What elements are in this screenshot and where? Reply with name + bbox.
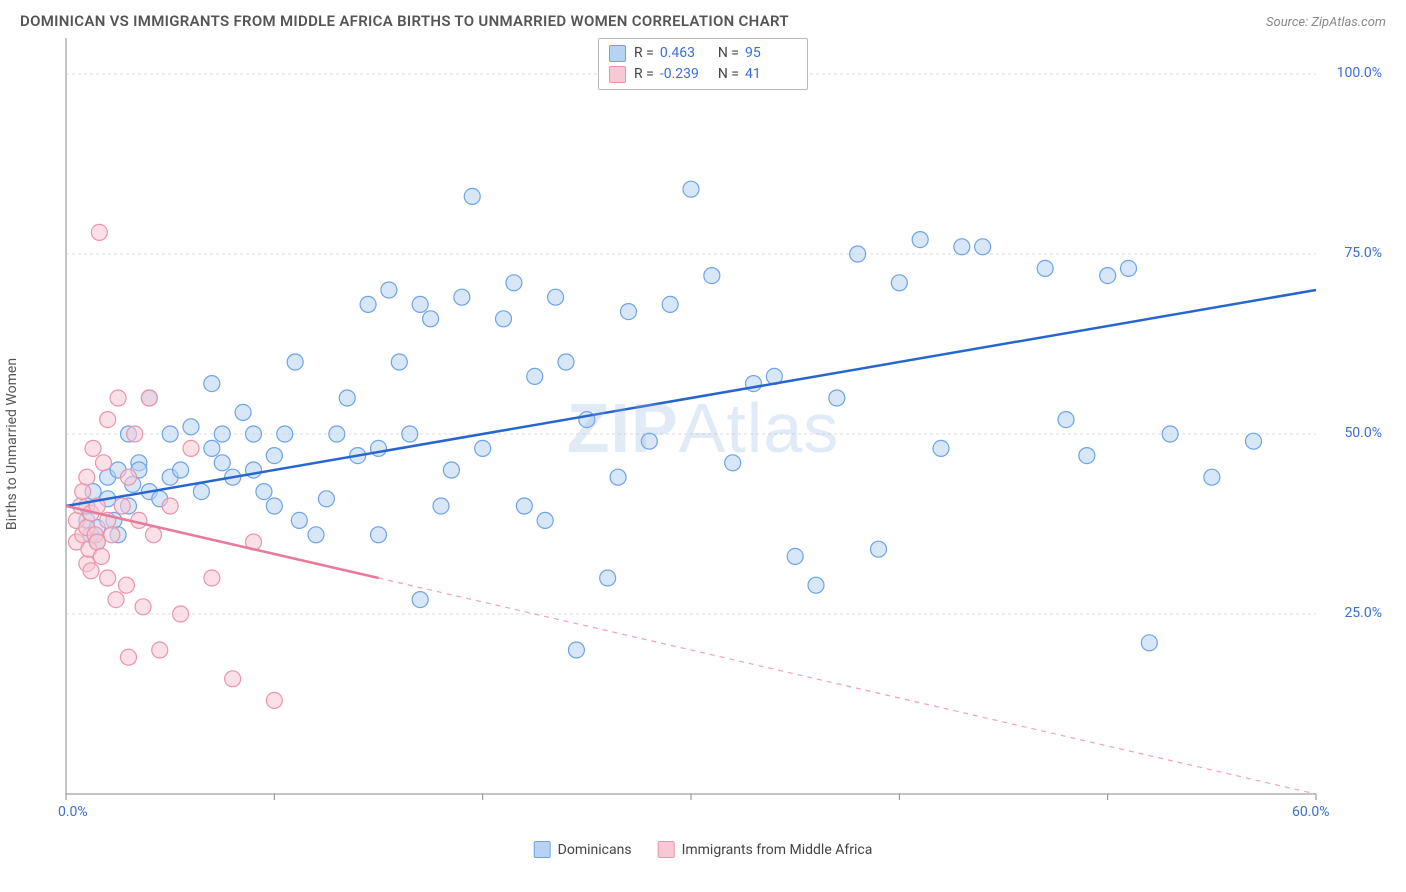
chart-title: DOMINICAN VS IMMIGRANTS FROM MIDDLE AFRI… — [20, 12, 789, 30]
bottom-legend: Dominicans Immigrants from Middle Africa — [534, 841, 873, 858]
stat-value-n1: 95 — [745, 43, 797, 64]
legend-label-series1: Dominicans — [558, 842, 632, 858]
scatter-plot-svg — [46, 34, 1386, 824]
stats-legend: R = 0.463 N = 95 R = -0.239 N = 41 — [598, 38, 808, 90]
y-axis-label: Births to Unmarried Women — [4, 358, 20, 530]
legend-swatch-series2-b — [658, 841, 675, 858]
y-tick-label: 100.0% — [1337, 65, 1382, 81]
source-attribution: Source: ZipAtlas.com — [1266, 15, 1386, 30]
stat-label-n: N = — [718, 43, 739, 64]
legend-swatch-series1-b — [534, 841, 551, 858]
stat-label-r: R = — [634, 64, 654, 85]
stat-value-n2: 41 — [745, 64, 797, 85]
stats-row-series2: R = -0.239 N = 41 — [609, 64, 797, 85]
header-row: DOMINICAN VS IMMIGRANTS FROM MIDDLE AFRI… — [20, 12, 1386, 30]
stat-value-r1: 0.463 — [660, 43, 712, 64]
stat-label-r: R = — [634, 43, 654, 64]
legend-swatch-series2 — [609, 66, 626, 83]
stat-value-r2: -0.239 — [660, 64, 712, 85]
chart-container: Births to Unmarried Women ZIPAtlas R = 0… — [20, 34, 1386, 854]
y-tick-label: 75.0% — [1344, 245, 1382, 261]
legend-swatch-series1 — [609, 45, 626, 62]
legend-item-series1: Dominicans — [534, 841, 632, 858]
y-tick-label: 25.0% — [1344, 605, 1382, 621]
legend-item-series2: Immigrants from Middle Africa — [658, 841, 873, 858]
stats-row-series1: R = 0.463 N = 95 — [609, 43, 797, 64]
x-tick-label: 0.0% — [58, 804, 88, 820]
y-tick-label: 50.0% — [1344, 425, 1382, 441]
stat-label-n: N = — [718, 64, 739, 85]
x-tick-label: 60.0% — [1292, 804, 1330, 820]
legend-label-series2: Immigrants from Middle Africa — [682, 842, 873, 858]
